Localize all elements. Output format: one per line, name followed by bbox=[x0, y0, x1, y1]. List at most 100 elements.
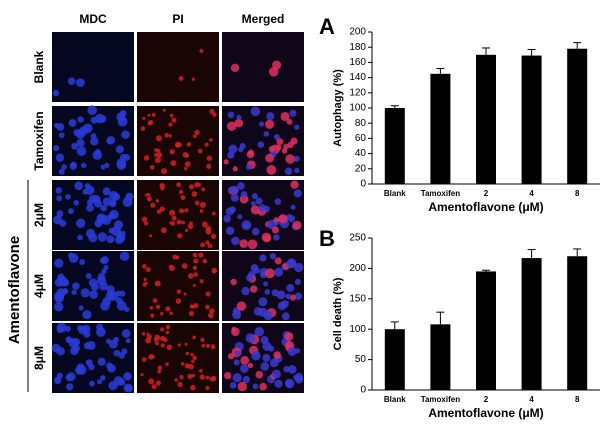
cell bbox=[96, 327, 106, 337]
cell bbox=[209, 138, 213, 142]
error-bar bbox=[436, 67, 445, 74]
cell bbox=[116, 158, 127, 169]
cell bbox=[192, 265, 197, 270]
cell bbox=[273, 217, 279, 223]
cell bbox=[58, 276, 68, 287]
cell bbox=[177, 381, 183, 388]
cell bbox=[165, 330, 170, 335]
cell bbox=[124, 306, 130, 312]
cell bbox=[162, 108, 166, 112]
cell bbox=[192, 335, 196, 340]
cell bbox=[185, 228, 189, 233]
cell bbox=[82, 310, 92, 320]
cell bbox=[263, 281, 269, 287]
cell bbox=[239, 194, 249, 204]
cell bbox=[70, 346, 79, 356]
cell bbox=[232, 310, 242, 320]
cell bbox=[227, 151, 235, 159]
x-tick-label: Tamoxifen bbox=[421, 395, 461, 404]
cell bbox=[159, 335, 166, 342]
cell bbox=[55, 187, 63, 194]
cell bbox=[155, 380, 161, 386]
cell bbox=[118, 352, 125, 359]
bar bbox=[384, 108, 405, 184]
cell bbox=[250, 201, 256, 207]
cell bbox=[89, 380, 95, 387]
cell bbox=[258, 121, 265, 127]
cell bbox=[172, 254, 178, 260]
cell bbox=[212, 112, 217, 117]
cell bbox=[190, 352, 194, 357]
cell bbox=[65, 336, 72, 343]
cell bbox=[117, 116, 128, 127]
cell bbox=[284, 332, 294, 341]
cell bbox=[175, 142, 181, 148]
cell bbox=[97, 379, 103, 385]
bar bbox=[521, 258, 542, 390]
cell bbox=[156, 152, 163, 158]
cell bbox=[265, 153, 274, 163]
cell bbox=[169, 209, 176, 216]
cell bbox=[160, 327, 165, 332]
micrograph bbox=[137, 32, 219, 102]
panel-label: B bbox=[319, 226, 335, 251]
cell bbox=[192, 355, 198, 361]
y-tick-label: 160 bbox=[349, 57, 366, 68]
error-bar bbox=[482, 47, 490, 55]
cell bbox=[156, 135, 162, 142]
cell bbox=[200, 337, 205, 343]
cell bbox=[165, 324, 171, 330]
cell bbox=[155, 304, 161, 309]
cell bbox=[223, 159, 229, 165]
cell bbox=[86, 204, 94, 212]
cell bbox=[74, 181, 84, 191]
cell bbox=[193, 272, 198, 277]
cell bbox=[191, 359, 195, 364]
cell bbox=[246, 274, 254, 282]
cell bbox=[250, 106, 261, 117]
cell bbox=[168, 134, 172, 138]
cell bbox=[286, 118, 293, 125]
cell bbox=[199, 209, 204, 213]
cell bbox=[205, 304, 210, 310]
cell bbox=[188, 184, 195, 190]
cell bbox=[273, 133, 280, 140]
cell bbox=[263, 131, 270, 137]
cell bbox=[68, 253, 79, 263]
cell bbox=[106, 138, 112, 144]
cell bbox=[260, 362, 270, 371]
cell bbox=[56, 372, 63, 379]
cell bbox=[164, 132, 169, 138]
cell bbox=[94, 148, 101, 156]
cell bbox=[114, 220, 124, 230]
cell bbox=[68, 208, 75, 215]
cell bbox=[207, 243, 213, 249]
cell bbox=[140, 373, 144, 377]
cell bbox=[156, 209, 162, 214]
cell bbox=[169, 113, 174, 118]
cell bbox=[54, 258, 64, 268]
cell bbox=[290, 180, 299, 189]
cell bbox=[274, 257, 282, 265]
cell bbox=[145, 267, 151, 273]
cell bbox=[199, 279, 204, 284]
cell bbox=[211, 211, 216, 216]
row-label: 4μM bbox=[32, 274, 46, 298]
error-bar bbox=[390, 105, 399, 108]
micrograph bbox=[137, 180, 219, 250]
bar bbox=[384, 329, 405, 390]
cell bbox=[154, 152, 158, 157]
bar bbox=[567, 48, 588, 184]
cell bbox=[154, 341, 160, 346]
cell bbox=[141, 264, 147, 269]
cell bbox=[205, 385, 210, 390]
cell bbox=[159, 206, 165, 212]
cell bbox=[227, 121, 237, 131]
cell bbox=[280, 300, 289, 309]
cell bbox=[73, 200, 80, 206]
y-tick-label: 50 bbox=[355, 354, 367, 365]
cell bbox=[193, 258, 199, 264]
cell bbox=[285, 379, 292, 386]
cell bbox=[294, 167, 300, 174]
